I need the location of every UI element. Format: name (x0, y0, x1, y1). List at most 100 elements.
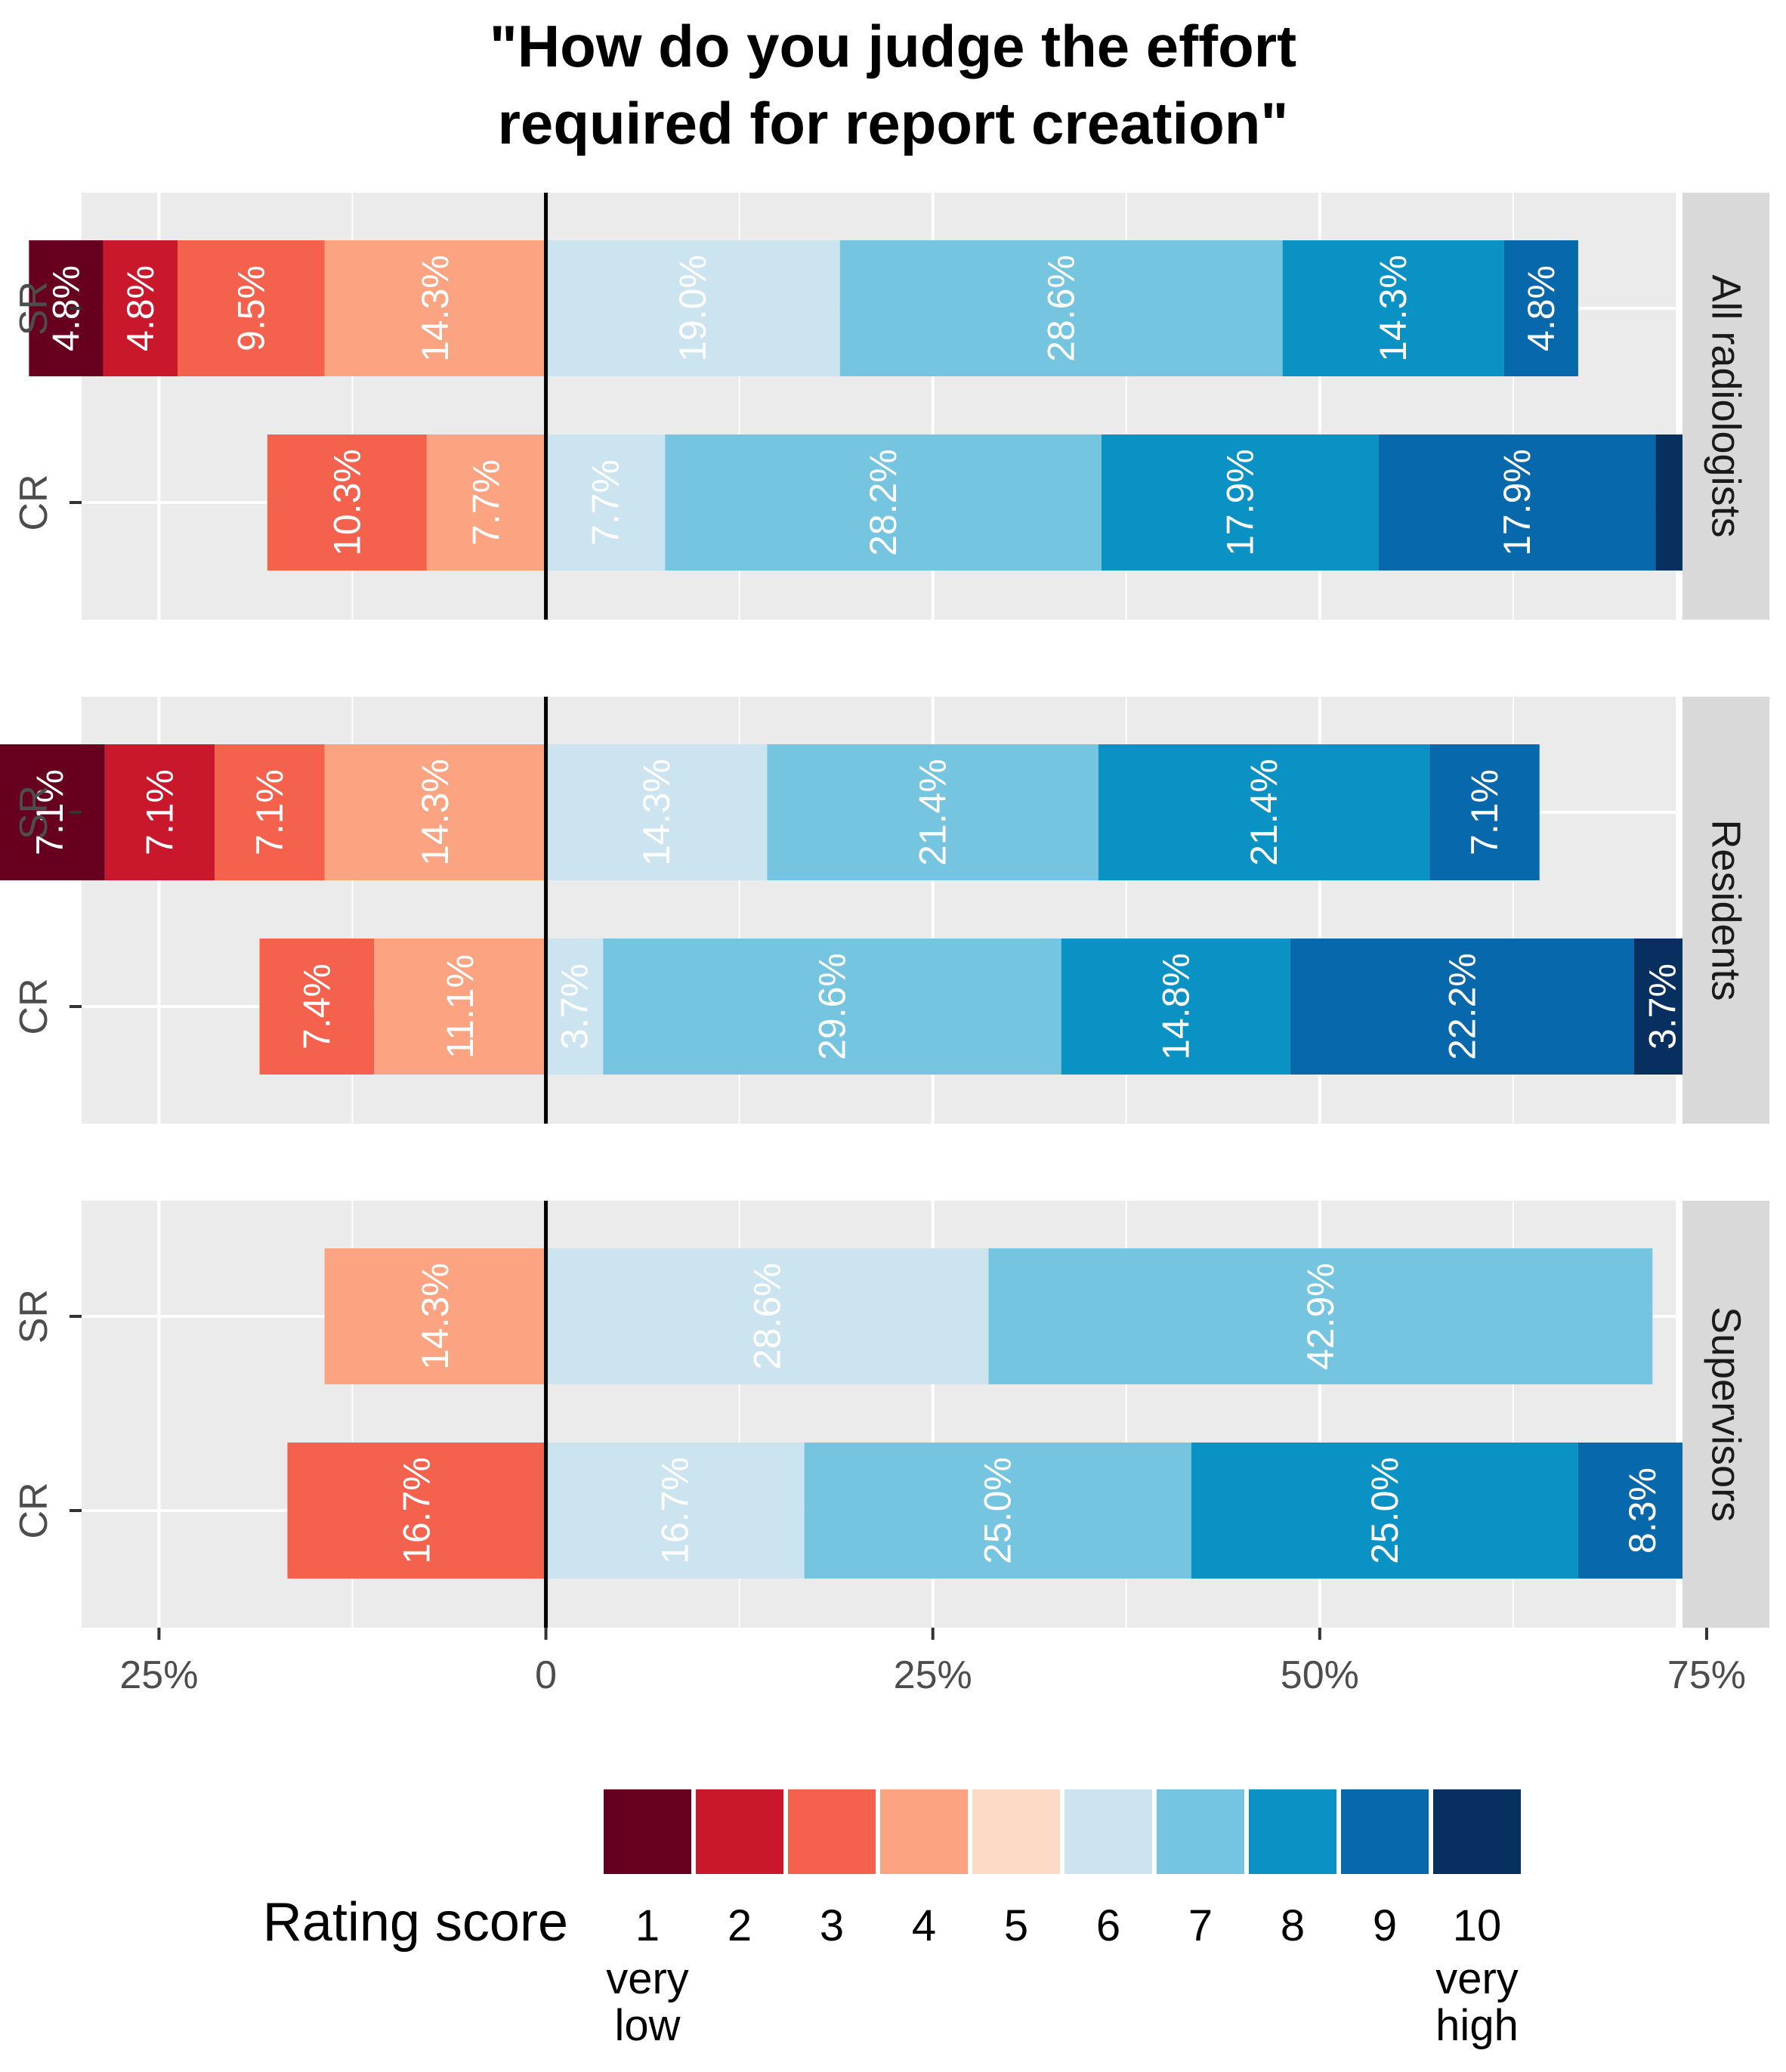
legend-label-3: 3 (820, 1901, 844, 1950)
legend-key-3 (788, 1789, 876, 1874)
legend-key-4 (880, 1789, 968, 1874)
legend-label-5: 5 (1004, 1901, 1028, 1950)
x-axis: 25% 0 25% 50% 75% (119, 1628, 1746, 1697)
bar-segment-score-7 (839, 240, 1283, 376)
y-tick-label-sr: SR (12, 281, 56, 336)
legend-label-8: 8 (1281, 1901, 1305, 1950)
facet-strip (1682, 1201, 1769, 1628)
bar-segment-score-3 (215, 744, 325, 880)
bar-segment-score-6 (545, 1248, 989, 1384)
bar-label-score-2: 7.1% (138, 769, 181, 855)
bar-segment-score-3 (259, 939, 375, 1075)
bar-label-score-4: 11.1% (439, 954, 481, 1059)
bar-label-score-6: 16.7% (654, 1457, 697, 1564)
bar-segment-score-9 (1429, 744, 1540, 880)
legend-key-8 (1249, 1789, 1336, 1874)
bar-segment-score-7 (804, 1443, 1191, 1579)
bar-segment-score-9 (1290, 939, 1634, 1075)
bar-label-score-4: 14.3% (414, 255, 456, 362)
y-tick-label-sr: SR (12, 1289, 56, 1344)
bar-label-score-1: 7.1% (29, 769, 71, 855)
bar-label-score-6: 19.0% (672, 255, 714, 362)
bar-segment-score-8 (1191, 1443, 1578, 1579)
x-tick-label: 25% (119, 1653, 198, 1697)
bar-label-score-8: 14.3% (1372, 255, 1414, 362)
bar-segment-score-7 (988, 1248, 1653, 1384)
bar-label-score-4: 14.3% (414, 1263, 456, 1370)
bar-label-score-9: 22.2% (1441, 953, 1483, 1060)
bar-row-sr: 14.3% 7.1% 7.1% 7.1% 14.3% 21.4% 21.4% 7.1% (0, 744, 1540, 880)
bar-label-score-4: 7.7% (465, 459, 508, 546)
bar-segment-score-7 (603, 939, 1061, 1075)
bar-segment-score-2 (104, 744, 215, 880)
legend-label-9: 9 (1373, 1901, 1397, 1950)
chart-title-line-1: "How do you judge the effort (490, 13, 1296, 79)
x-tick-label: 75% (1667, 1653, 1746, 1697)
panel-0: 14.3%9.5%4.8%4.8% 19.0% 28.6% 14.3% 4.8%SR7.… (12, 193, 1769, 620)
x-tick-label: 50% (1281, 1653, 1359, 1697)
bar-segment-score-7 (665, 435, 1102, 571)
bar-label-score-3: 16.7% (396, 1457, 438, 1564)
bar-segment-score-8 (1101, 435, 1379, 571)
bar-segment-score-6 (545, 240, 840, 376)
bar-segment-score-6 (545, 1443, 805, 1579)
bar-label-score-7: 21.4% (912, 759, 954, 866)
bar-label-score-8: 14.8% (1154, 953, 1197, 1060)
x-tick-label: 0 (535, 1653, 557, 1697)
bar-segment-score-1 (29, 240, 104, 376)
legend-key-2 (696, 1789, 783, 1874)
bar-label-score-7: 29.6% (811, 953, 854, 1060)
bar-segment-score-4 (324, 1248, 546, 1384)
legend-key-9 (1341, 1789, 1429, 1874)
bar-segment-score-10 (1633, 939, 1692, 1075)
bar-label-score-9: 17.9% (1496, 449, 1538, 556)
bar-label-score-8: 21.4% (1243, 759, 1285, 866)
bar-label-score-3: 7.1% (249, 769, 291, 855)
bar-segment-score-4 (324, 744, 546, 880)
y-tick-label-sr: SR (12, 785, 56, 840)
bar-segment-score-3 (267, 435, 427, 571)
legend-high-label-line: high (1435, 2001, 1519, 2050)
bar-label-score-7: 42.9% (1299, 1263, 1342, 1370)
legend-key-7 (1157, 1789, 1244, 1874)
bar-label-score-2: 4.8% (119, 265, 162, 351)
panels-layer: 14.3%9.5%4.8%4.8% 19.0% 28.6% 14.3% 4.8%SR7.… (0, 193, 1769, 1628)
bar-label-score-3: 9.5% (230, 265, 272, 351)
legend-low-label-line: low (614, 2001, 681, 2050)
bar-segment-score-3 (178, 240, 325, 376)
bar-segment-score-3 (287, 1443, 546, 1579)
legend-label-6: 6 (1096, 1901, 1120, 1950)
bar-segment-score-1 (0, 744, 105, 880)
facet-strip (1682, 697, 1769, 1124)
bar-segment-score-6 (545, 939, 604, 1075)
bar-segment-score-8 (1061, 939, 1290, 1075)
bar-row-cr: 7.7% 10.3% 7.7% 28.2% 17.9% 17.9% (267, 435, 1696, 571)
bar-label-score-6: 14.3% (635, 759, 678, 866)
y-tick-label-cr: CR (12, 474, 56, 530)
x-tick-label: 25% (894, 1653, 972, 1697)
bar-label-score-9: 4.8% (1520, 265, 1562, 351)
bar-label-score-7: 28.2% (862, 449, 904, 556)
bar-row-cr: 16.7% 16.7% 25.0% 25.0% 8.3% (287, 1443, 1707, 1579)
bar-row-cr: 11.1% 7.4% 3.7% 29.6% 14.8% 22.2% 3.7% (259, 939, 1692, 1075)
bar-label-score-9: 8.3% (1621, 1467, 1664, 1554)
bar-segment-score-6 (545, 744, 768, 880)
legend-key-5 (972, 1789, 1060, 1874)
legend-key-6 (1064, 1789, 1152, 1874)
legend-title: Rating score (263, 1892, 568, 1953)
y-tick-label-cr: CR (12, 1482, 56, 1539)
facet-strip-label: Residents (1704, 819, 1749, 1000)
bar-segment-score-9 (1378, 435, 1656, 571)
bar-label-score-7: 25.0% (977, 1457, 1019, 1564)
bar-row-sr: 14.3%9.5%4.8%4.8% 19.0% 28.6% 14.3% 4.8% (29, 240, 1578, 376)
facet-strip-label: Supervisors (1704, 1307, 1749, 1522)
bar-label-score-6: 3.7% (553, 963, 595, 1050)
panel-2: 14.3% 28.6% 42.9% SR 16.7% 16.7% 25.0% 25.0% 8.3… (12, 1201, 1769, 1628)
legend-key-10 (1433, 1789, 1521, 1874)
bar-segment-score-8 (1098, 744, 1430, 880)
bar-label-score-10: 3.7% (1642, 963, 1684, 1050)
bar-label-score-6: 7.7% (584, 459, 626, 546)
legend-label-1: 1 (635, 1901, 660, 1950)
